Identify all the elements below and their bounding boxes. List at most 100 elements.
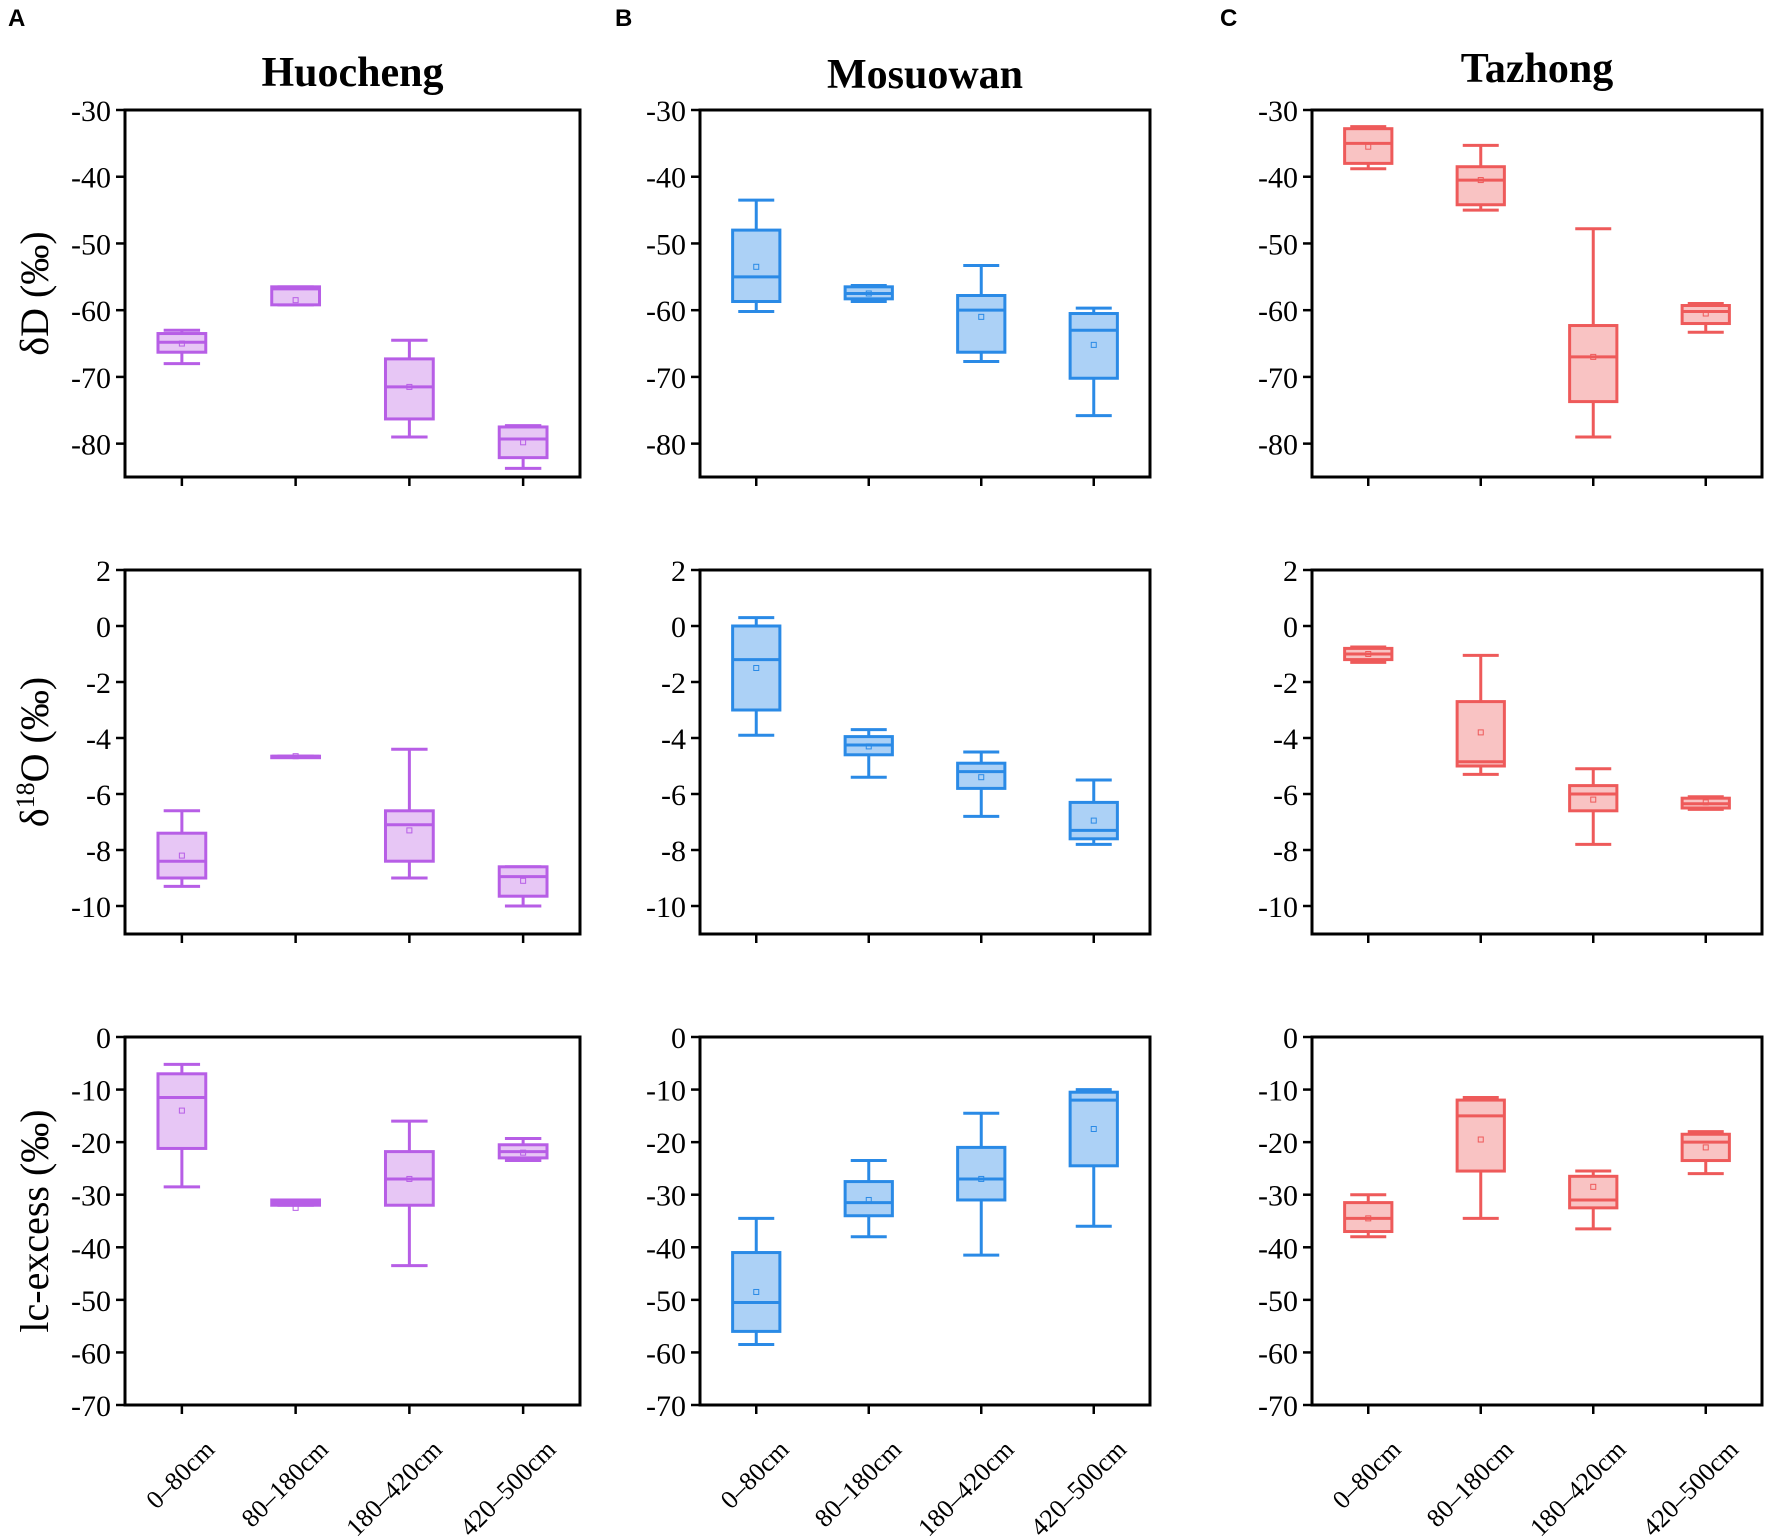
y-tick-label: -30 [71, 95, 111, 128]
box-80–180cm [270, 753, 322, 760]
box-iqr [1455, 1098, 1506, 1173]
box-420–500cm [1680, 1130, 1731, 1176]
panel-tazhong-2: 0 -10 -20 -30 -40 -50 -60 -70 0–80cm 80–180cm 180–… [1258, 1022, 1764, 1539]
y-tick-label: -6 [86, 779, 111, 812]
y-tick-label: -10 [1258, 891, 1298, 924]
mean-marker [520, 439, 527, 446]
y-tick-label: -80 [646, 429, 686, 462]
mean-marker [1090, 817, 1097, 824]
panel-huocheng-1: 2 0 -2 -4 -6 -8 -10 [71, 555, 582, 943]
x-tick-label: 80–180cm [236, 1435, 334, 1533]
mean-marker [406, 1175, 413, 1182]
y-tick-label: -8 [86, 835, 111, 868]
mean-marker [406, 827, 413, 834]
y-tick-label: -70 [71, 362, 111, 395]
mean-marker [1477, 729, 1484, 736]
box-0–80cm [731, 616, 782, 737]
mean-marker [1702, 1144, 1709, 1151]
y-tick-label: -20 [646, 1127, 686, 1160]
y-tick-label: -80 [71, 429, 111, 462]
y-tick-label: -40 [71, 162, 111, 195]
box-0–80cm [731, 198, 782, 314]
y-tick-label: -60 [1258, 1337, 1298, 1370]
box-iqr [731, 1251, 782, 1333]
y-tick-label: 0 [1283, 611, 1298, 644]
y-tick-label: -10 [646, 891, 686, 924]
box-iqr [497, 425, 549, 460]
box-180–420cm [1568, 767, 1619, 846]
y-tick-label: -50 [1258, 1285, 1298, 1318]
y-tick-label: -40 [646, 1232, 686, 1265]
y-tick-label: 2 [96, 555, 111, 588]
box-0–80cm [156, 809, 208, 888]
y-tick-label: -6 [1273, 779, 1298, 812]
box-iqr [843, 1180, 894, 1218]
box-80–180cm [1455, 1095, 1506, 1220]
box-iqr [1455, 700, 1506, 768]
y-tick-label: -50 [1258, 228, 1298, 261]
box-iqr [731, 228, 782, 304]
plot-frame [1310, 1035, 1764, 1407]
x-tick-label: 420–500cm [1025, 1435, 1132, 1539]
box-80–180cm [843, 728, 894, 779]
x-tick-label: 80–180cm [1421, 1435, 1519, 1533]
y-tick-label: -10 [71, 1075, 111, 1108]
y-tick-label: -2 [86, 667, 111, 700]
mean-marker [753, 1288, 760, 1295]
x-tick-label: 0–80cm [140, 1435, 220, 1515]
mean-marker [292, 1204, 299, 1211]
box-180–420cm [956, 750, 1007, 818]
x-tick-label: 0–80cm [715, 1435, 795, 1515]
box-0–80cm [731, 1216, 782, 1347]
plot-frame [698, 108, 1152, 479]
box-180–420cm [1568, 1169, 1619, 1231]
y-tick-label: -70 [646, 362, 686, 395]
box-80–180cm [843, 1159, 894, 1239]
mean-marker [178, 852, 185, 859]
y-tick-label: -70 [71, 1390, 111, 1423]
y-tick-label: -8 [661, 835, 686, 868]
mean-marker [865, 1196, 872, 1203]
y-tick-label: -60 [646, 1337, 686, 1370]
mean-marker [178, 340, 185, 347]
y-axis-label: δD (‰) [12, 231, 57, 355]
mean-marker [178, 1107, 185, 1114]
y-tick-label: 0 [1283, 1022, 1298, 1055]
box-420–500cm [1680, 795, 1731, 811]
y-tick-label: -40 [646, 162, 686, 195]
box-iqr [1068, 1090, 1119, 1168]
y-tick-label: 0 [96, 611, 111, 644]
panel-letter-a: A [8, 5, 25, 32]
y-tick-label: -4 [86, 723, 111, 756]
y-tick-label: 2 [671, 555, 686, 588]
mean-marker [978, 313, 985, 320]
box-iqr [1068, 312, 1119, 380]
y-tick-label: -50 [71, 228, 111, 261]
box-iqr [731, 624, 782, 712]
y-tick-label: -40 [1258, 162, 1298, 195]
y-tick-label: -2 [661, 667, 686, 700]
box-iqr [156, 831, 208, 880]
box-420–500cm [497, 865, 549, 908]
box-180–420cm [956, 1111, 1007, 1257]
y-tick-label: -4 [661, 723, 686, 756]
box-iqr [1680, 1132, 1731, 1163]
y-tick-label: -70 [646, 1390, 686, 1423]
x-tick-label: 0–80cm [1327, 1435, 1407, 1515]
y-tick-label: -50 [646, 228, 686, 261]
box-180–420cm [383, 338, 435, 439]
plot-frame [1310, 108, 1764, 479]
mean-marker [520, 877, 527, 884]
mean-marker [1477, 177, 1484, 184]
panel-huocheng-0: -30 -40 -50 -60 -70 -80 [71, 95, 582, 486]
site-title: Mosuowan [827, 52, 1023, 98]
y-tick-label: -20 [1258, 1127, 1298, 1160]
x-tick-label: 80–180cm [809, 1435, 907, 1533]
x-tick-label: 420–500cm [1637, 1435, 1744, 1539]
mean-marker [1590, 353, 1597, 360]
y-tick-label: -40 [1258, 1232, 1298, 1265]
box-iqr [270, 285, 322, 307]
mean-marker [865, 743, 872, 750]
box-420–500cm [497, 1136, 549, 1163]
y-tick-label: 0 [96, 1022, 111, 1055]
